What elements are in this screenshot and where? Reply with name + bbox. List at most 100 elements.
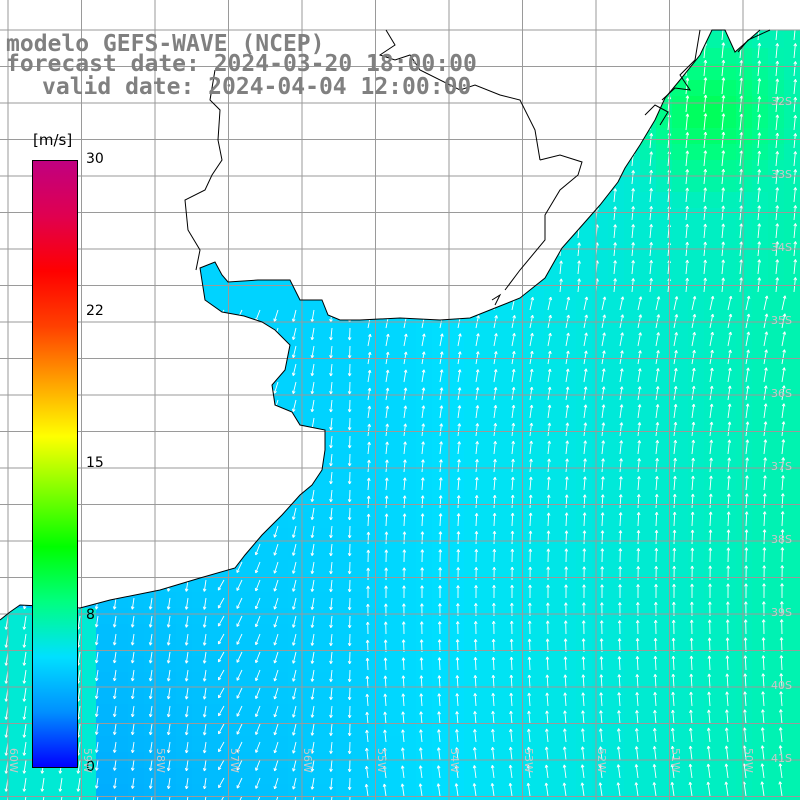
field-cell xyxy=(96,608,113,625)
field-cell xyxy=(736,672,753,689)
field-cell xyxy=(320,704,337,721)
field-cell xyxy=(176,656,193,673)
wind-arrow xyxy=(545,710,549,725)
field-cell xyxy=(560,320,577,337)
field-cell xyxy=(112,272,129,289)
field-cell xyxy=(640,640,657,657)
wind-arrow xyxy=(347,633,352,647)
field-cell xyxy=(640,480,657,497)
wind-arrow xyxy=(673,368,678,383)
wind-arrow xyxy=(94,507,99,520)
field-cell xyxy=(448,448,465,465)
field-cell xyxy=(384,704,401,721)
wind-arrow xyxy=(202,741,207,754)
field-cell xyxy=(352,768,369,785)
wind-arrow xyxy=(583,332,588,347)
field-cell xyxy=(384,784,401,800)
field-cell xyxy=(16,160,33,177)
field-cell xyxy=(736,112,753,129)
wind-arrow xyxy=(616,764,621,779)
field-cell xyxy=(256,704,273,721)
wind-arrow xyxy=(383,729,387,743)
wind-arrow xyxy=(112,687,117,700)
field-cell xyxy=(400,32,417,49)
field-cell xyxy=(480,784,497,800)
wind-arrow xyxy=(583,368,588,383)
wind-arrow xyxy=(511,440,515,455)
field-cell xyxy=(784,480,800,497)
field-cell xyxy=(496,240,513,257)
field-cell xyxy=(736,528,753,545)
field-cell xyxy=(336,592,353,609)
field-cell xyxy=(128,352,145,369)
field-cell xyxy=(704,560,721,577)
wind-arrow xyxy=(691,403,696,419)
wind-arrow xyxy=(544,746,549,761)
field-cell xyxy=(224,704,241,721)
field-cell xyxy=(320,736,337,753)
field-cell xyxy=(304,576,321,593)
wind-arrow xyxy=(401,711,405,725)
wind-arrow xyxy=(401,693,406,707)
wind-arrow xyxy=(236,579,243,591)
wind-arrow xyxy=(454,747,459,761)
wind-arrow xyxy=(254,561,261,574)
field-cell xyxy=(736,640,753,657)
field-cell xyxy=(224,144,241,161)
field-cell xyxy=(176,192,193,209)
field-cell xyxy=(544,128,561,145)
wind-arrow xyxy=(781,295,787,311)
wind-arrow xyxy=(725,691,729,707)
field-cell xyxy=(784,592,800,609)
field-cell xyxy=(672,688,689,705)
field-cell xyxy=(512,512,529,529)
wind-arrow xyxy=(565,458,569,473)
field-cell xyxy=(688,480,705,497)
wind-arrow xyxy=(781,457,785,473)
field-cell xyxy=(192,480,209,497)
wind-arrow xyxy=(347,489,352,503)
field-cell xyxy=(496,192,513,209)
field-cell xyxy=(512,304,529,321)
wind-arrow xyxy=(419,711,423,725)
wind-arrow xyxy=(580,746,585,761)
field-cell xyxy=(16,224,33,241)
wind-arrow xyxy=(725,637,730,653)
wind-arrow xyxy=(439,405,444,419)
wind-arrow xyxy=(491,674,496,689)
wind-arrow xyxy=(148,489,153,502)
field-cell xyxy=(112,576,129,593)
field-cell xyxy=(768,400,785,417)
longitude-label: 60W xyxy=(7,748,20,773)
field-cell xyxy=(736,656,753,673)
wind-arrow xyxy=(649,30,652,41)
field-cell xyxy=(464,512,481,529)
wind-arrow xyxy=(236,399,243,412)
wind-arrow xyxy=(685,205,689,221)
field-cell xyxy=(208,112,225,129)
field-cell xyxy=(736,464,753,481)
field-cell xyxy=(112,368,129,385)
field-cell xyxy=(192,464,209,481)
field-cell xyxy=(352,736,369,753)
field-cell xyxy=(480,176,497,193)
wind-arrow xyxy=(673,475,677,491)
field-cell xyxy=(144,688,161,705)
field-cell xyxy=(640,336,657,353)
field-cell xyxy=(448,32,465,49)
field-cell xyxy=(768,96,785,113)
wind-arrow xyxy=(130,633,135,646)
field-cell xyxy=(496,32,513,49)
field-cell xyxy=(352,336,369,353)
wind-arrow xyxy=(184,345,189,359)
wind-arrow xyxy=(218,795,225,800)
wind-arrow xyxy=(691,296,697,311)
field-cell xyxy=(16,480,33,497)
field-cell xyxy=(320,592,337,609)
wind-arrow xyxy=(721,59,726,77)
field-cell xyxy=(176,384,193,401)
wind-arrow xyxy=(274,795,279,800)
field-cell xyxy=(704,48,721,65)
wind-arrow xyxy=(202,723,207,736)
wind-arrow xyxy=(330,795,333,800)
